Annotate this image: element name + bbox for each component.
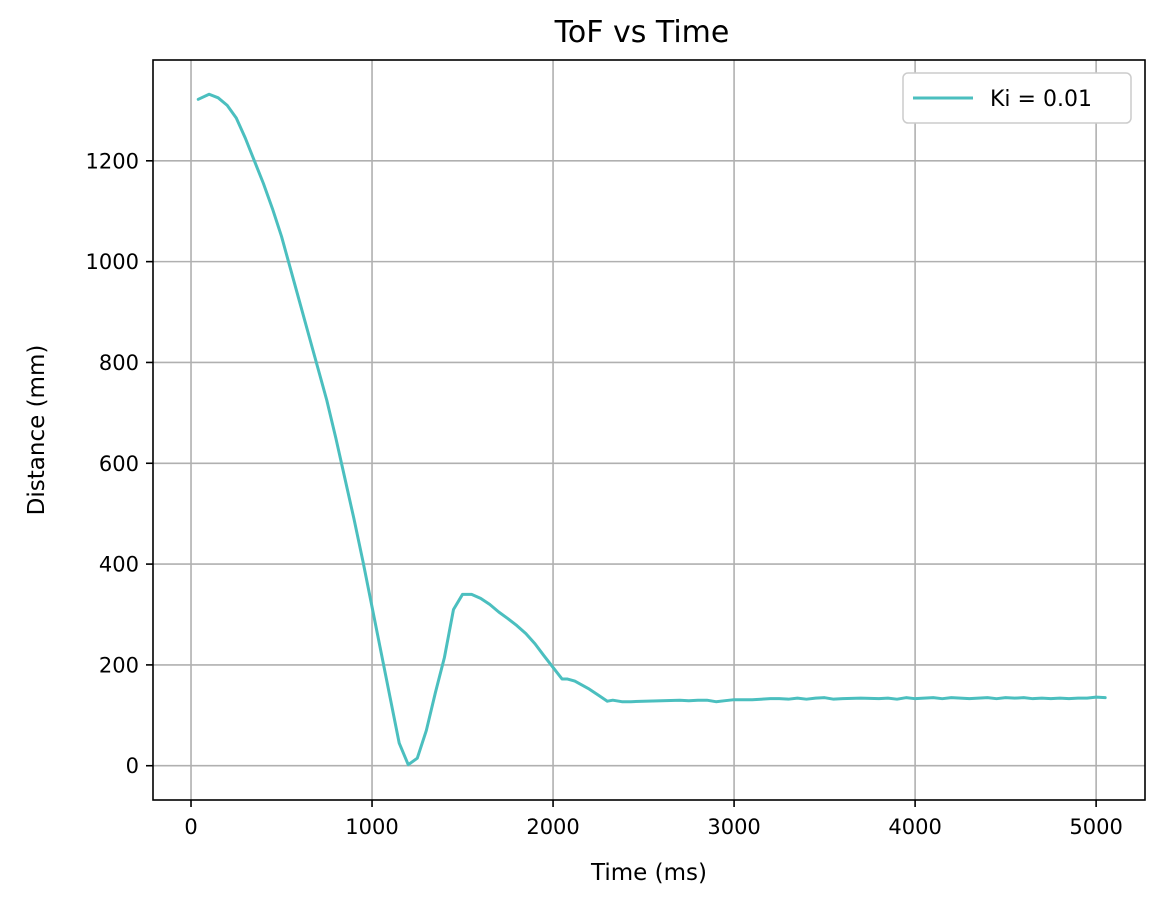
y-axis-ticks: 0 200 400 600 800 1000 1200	[86, 149, 153, 778]
plot-area-frame	[152, 59, 1146, 801]
grid	[153, 60, 1145, 800]
x-tick-label: 0	[184, 815, 197, 839]
y-tick-label: 1000	[86, 250, 139, 274]
y-tick-label: 1200	[86, 149, 139, 173]
legend-label-ki-0-01: Ki = 0.01	[990, 87, 1092, 112]
x-axis-ticks: 0 1000 2000 3000 4000 5000	[184, 800, 1123, 839]
x-axis-label: Time (ms)	[590, 860, 707, 886]
y-tick-label: 200	[99, 653, 139, 677]
y-tick-label: 0	[126, 754, 139, 778]
chart-title: ToF vs Time	[554, 15, 730, 50]
y-tick-label: 600	[99, 452, 139, 476]
x-tick-label: 2000	[526, 815, 579, 839]
series-line-ki-0-01	[196, 92, 1107, 767]
y-axis-label: Distance (mm)	[24, 345, 50, 516]
x-tick-label: 5000	[1069, 815, 1122, 839]
legend-box	[902, 72, 1132, 124]
x-tick-label: 1000	[345, 815, 398, 839]
y-tick-label: 800	[99, 351, 139, 375]
x-tick-label: 4000	[888, 815, 941, 839]
x-tick-label: 3000	[707, 815, 760, 839]
legend: Ki = 0.01	[902, 72, 1132, 124]
series-layer	[196, 92, 1107, 767]
y-tick-label: 400	[99, 553, 139, 577]
